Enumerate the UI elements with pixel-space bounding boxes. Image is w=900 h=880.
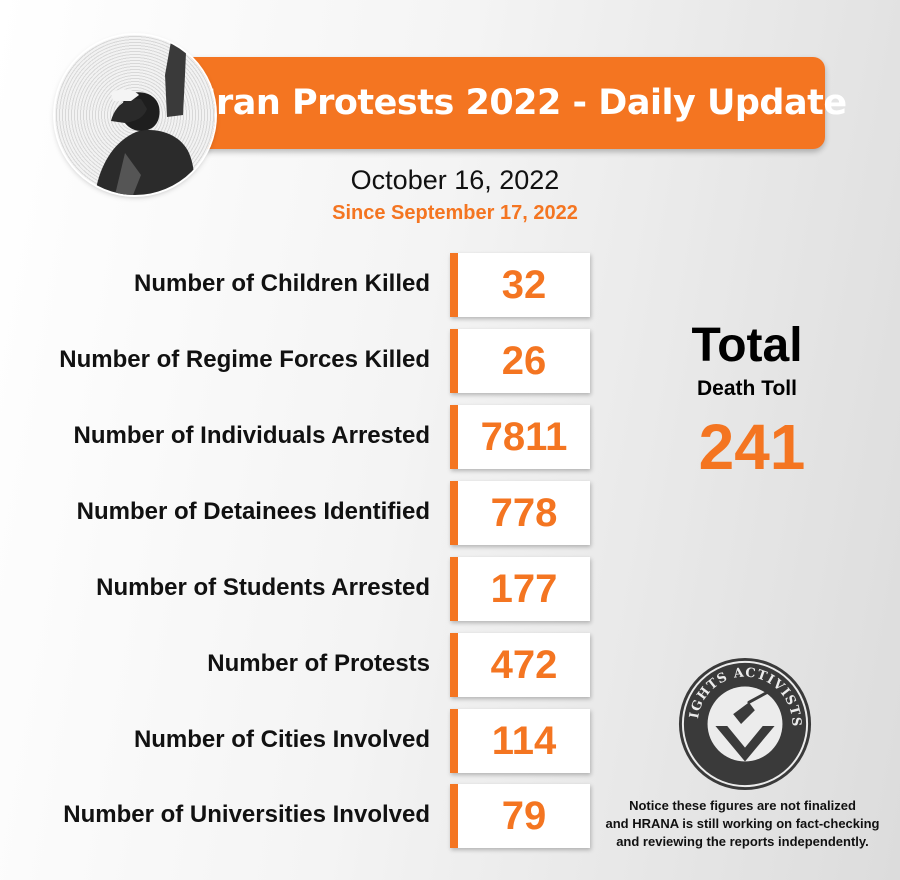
stat-box-children-killed: 32 [450,253,590,317]
stat-value-regime-forces-killed: 26 [501,338,547,383]
stat-box-individuals-arrested: 7811 [450,405,590,469]
stat-box-students-arrested: 177 [450,557,590,621]
stat-label-protests: Number of Protests [207,650,430,677]
protester-photo [55,35,215,195]
protester-silhouette-icon [95,35,195,195]
title-banner [150,57,825,149]
report-date: October 16, 2022 [350,165,560,195]
stat-value-detainees-identified: 778 [490,490,558,535]
stat-value-children-killed: 32 [501,262,547,307]
stat-value-cities-involved: 114 [491,718,557,763]
stat-box-protests: 472 [450,633,590,697]
notice-text: Notice these figures are not finalized a… [590,797,895,852]
total-death-toll-value: 241 [698,411,806,483]
stat-box-detainees-identified: 778 [450,481,590,545]
stat-label-children-killed: Number of Children Killed [133,270,430,297]
stat-label-cities-involved: Number of Cities Involved [133,726,430,753]
stat-box-regime-forces-killed: 26 [450,329,590,393]
stat-label-individuals-arrested: Number of Individuals Arrested [73,422,430,449]
stat-value-students-arrested: 177 [490,566,558,611]
stat-value-protests: 472 [490,642,558,687]
stat-label-students-arrested: Number of Students Arrested [96,574,430,601]
stat-box-universities-involved: 79 [450,784,590,848]
page-title: Iran Protests 2022 - Daily Update [203,83,847,123]
hrana-logo: HUMAN RIGHTS ACTIVISTS IN IRAN [668,644,814,793]
notice-line: and HRANA is still working on fact-check… [605,816,880,832]
notice-line: and reviewing the reports independently. [616,834,869,850]
stat-value-universities-involved: 79 [501,793,547,838]
total-subtitle: Death Toll [697,377,797,400]
stat-label-detainees-identified: Number of Detainees Identified [76,498,430,525]
stat-label-universities-involved: Number of Universities Involved [63,801,430,828]
stat-box-cities-involved: 114 [450,709,590,773]
stat-label-regime-forces-killed: Number of Regime Forces Killed [59,346,430,373]
stat-value-individuals-arrested: 7811 [480,414,568,459]
hrana-seal-icon: HUMAN RIGHTS ACTIVISTS IN IRAN [668,644,812,791]
since-date: Since September 17, 2022 [332,202,578,224]
total-title: Total [691,319,803,372]
notice-line: Notice these figures are not finalized [629,798,856,813]
